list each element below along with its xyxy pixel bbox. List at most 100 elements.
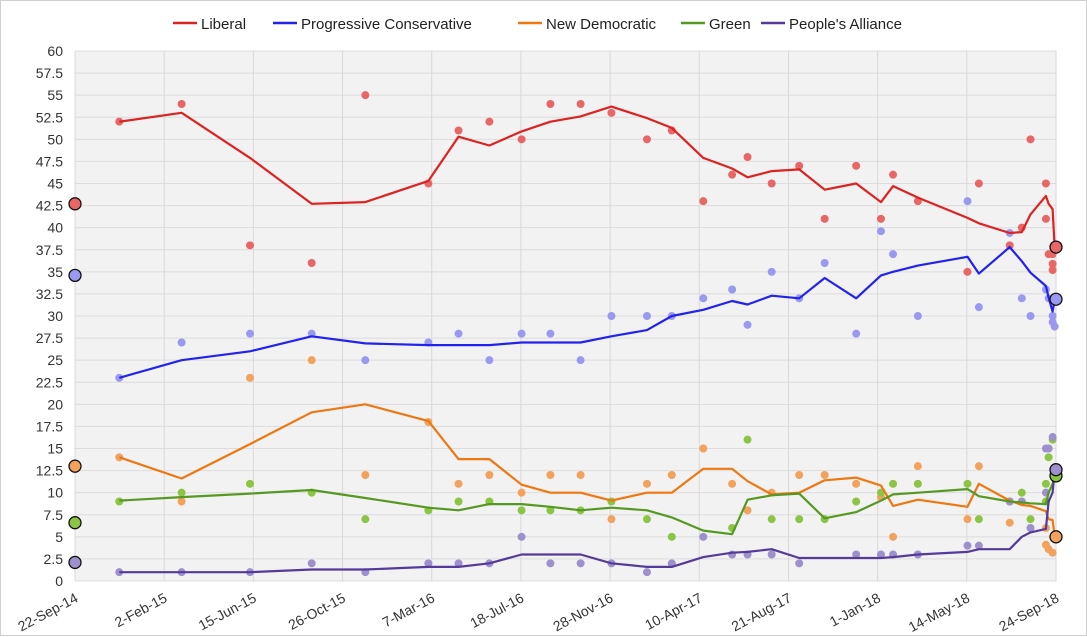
poll-dot — [546, 471, 555, 479]
legend-item: People's Alliance — [761, 16, 902, 33]
poll-dot — [485, 117, 494, 126]
poll-dot — [728, 285, 737, 294]
poll-dot — [361, 356, 370, 365]
legend-label: Green — [709, 16, 751, 33]
y-tick-label: 55 — [47, 87, 63, 103]
poll-dot — [1050, 322, 1059, 331]
y-tick-label: 27.5 — [36, 330, 63, 346]
poll-dot — [876, 550, 885, 559]
trend-line — [119, 105, 1056, 249]
poll-dot — [454, 329, 463, 338]
legend-item: New Democratic — [518, 16, 657, 33]
poll-dot — [246, 479, 255, 488]
poll-dot — [963, 267, 972, 276]
poll-dot — [177, 488, 186, 497]
y-tick-label: 35 — [47, 264, 63, 280]
poll-dot — [517, 329, 526, 338]
poll-dot — [795, 161, 804, 170]
end-result-marker — [1049, 530, 1063, 544]
poll-dot — [889, 250, 898, 259]
legend-label: Liberal — [201, 16, 246, 33]
poll-dot — [115, 373, 124, 382]
poll-dot — [913, 462, 922, 471]
poll-dot — [517, 506, 526, 515]
poll-dot — [1026, 135, 1035, 144]
poll-dot — [852, 161, 861, 170]
poll-dot — [246, 241, 255, 250]
legend: Liberal Progressive Conservative New Democ… — [173, 16, 902, 33]
poll-dot — [876, 214, 885, 223]
poll-dot — [974, 462, 983, 471]
poll-dot — [546, 100, 555, 108]
y-tick-label: 15 — [47, 441, 63, 457]
poll-dot — [699, 197, 708, 206]
poll-dot — [607, 108, 616, 117]
poll-dot — [1026, 524, 1035, 532]
poll-dot — [1041, 179, 1050, 188]
poll-dot — [974, 179, 983, 188]
start-result-marker — [68, 268, 82, 283]
start-result-marker — [68, 516, 82, 530]
poll-dot — [1017, 488, 1026, 497]
poll-dot — [454, 479, 463, 488]
poll-dot — [1026, 515, 1035, 524]
poll-dot — [177, 338, 186, 347]
y-tick-label: 45 — [47, 176, 63, 192]
poll-dot — [767, 550, 776, 559]
poll-dot — [642, 568, 651, 577]
poll-dot — [246, 329, 255, 338]
poll-dot — [974, 541, 983, 550]
poll-dot — [1041, 214, 1050, 223]
poll-dot — [767, 267, 776, 276]
poll-dot — [699, 444, 708, 453]
poll-dot — [1005, 518, 1014, 527]
y-tick-label: 60 — [47, 43, 63, 59]
y-tick-label: 0 — [55, 573, 63, 589]
poll-dot — [546, 559, 555, 568]
x-tick-label: 24-Sep-18 — [996, 589, 1061, 634]
poll-dot — [576, 356, 585, 365]
result-markers — [68, 197, 1063, 570]
legend-item: Green — [681, 16, 751, 33]
y-tick-label: 47.5 — [36, 153, 63, 169]
poll-dot — [820, 214, 829, 223]
poll-dot — [820, 259, 829, 267]
poll-dot — [177, 100, 186, 108]
poll-dot — [1041, 479, 1050, 488]
x-tick-label: 26-Oct-15 — [285, 589, 348, 632]
poll-dot — [115, 453, 124, 462]
x-tick-label: 1-Jan-18 — [827, 589, 883, 629]
legend-item: Progressive Conservative — [273, 16, 472, 33]
trend-line — [118, 403, 1056, 537]
poll-dot — [576, 471, 585, 479]
poll-dot — [546, 329, 555, 338]
x-tick-label: 21-Aug-17 — [729, 589, 794, 634]
poll-dot — [1048, 433, 1057, 442]
start-result-marker — [68, 197, 82, 211]
poll-dot — [1026, 312, 1035, 320]
x-tick-label: 28-Nov-16 — [550, 589, 615, 634]
poll-dot — [667, 532, 676, 541]
poll-dot — [607, 515, 616, 524]
y-tick-label: 10 — [47, 485, 63, 501]
y-tick-label: 52.5 — [36, 109, 63, 125]
trend-line — [119, 469, 1056, 574]
poll-dot — [699, 294, 708, 303]
poll-dot — [607, 312, 616, 320]
poll-dot — [852, 329, 861, 338]
poll-dot — [1005, 241, 1014, 250]
poll-dot — [889, 170, 898, 179]
y-tick-label: 50 — [47, 131, 63, 147]
x-tick-label: 7-Mar-16 — [379, 589, 437, 630]
legend-label: New Democratic — [546, 16, 657, 33]
poll-dot — [876, 227, 885, 236]
y-tick-label: 12.5 — [36, 463, 63, 479]
x-axis: 22-Sep-14 2-Feb-15 15-Jun-15 26-Oct-15 7-Mar… — [15, 589, 1061, 635]
y-tick-label: 25 — [47, 352, 63, 368]
y-tick-label: 32.5 — [36, 286, 63, 302]
y-tick-label: 7.5 — [44, 507, 64, 523]
legend-label: Progressive Conservative — [301, 16, 472, 33]
poll-dot — [177, 497, 186, 506]
x-tick-label: 22-Sep-14 — [15, 589, 80, 634]
